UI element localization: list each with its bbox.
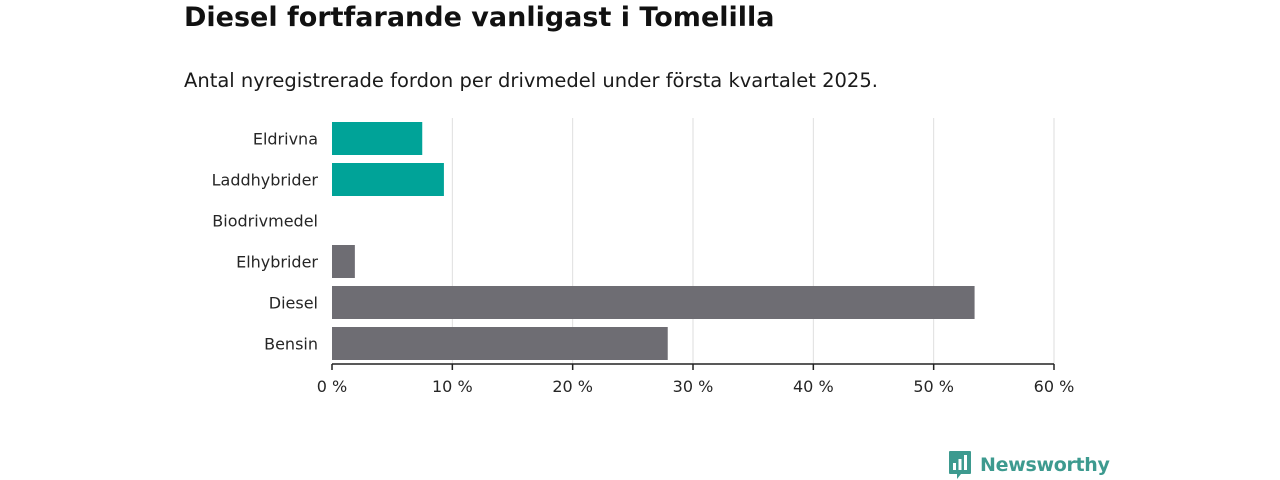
- bar-bensin: [332, 327, 668, 360]
- x-tick-label: 20 %: [552, 377, 593, 396]
- brand-logo: Newsworthy: [948, 450, 1110, 480]
- category-label: Biodrivmedel: [212, 212, 318, 231]
- bar-eldrivna: [332, 122, 423, 155]
- chart-subtitle: Antal nyregistrerade fordon per drivmede…: [184, 69, 878, 92]
- category-labels: Eldrivna Laddhybrider Biodrivmedel Elhybrid…: [212, 130, 319, 354]
- category-label: Elhybrider: [236, 253, 318, 272]
- x-tick-label: 30 %: [673, 377, 714, 396]
- x-tick-label: 40 %: [793, 377, 834, 396]
- bar-elhybrider: [332, 245, 355, 278]
- x-axis: 0 % 10 % 20 % 30 % 40 % 50 % 60 %: [317, 363, 1075, 396]
- category-label: Diesel: [269, 294, 318, 313]
- x-tick-label: 0 %: [317, 377, 347, 396]
- x-tick-label: 60 %: [1034, 377, 1075, 396]
- bar-diesel: [332, 286, 975, 319]
- category-label: Bensin: [264, 335, 318, 354]
- bar-laddhybrider: [332, 163, 444, 196]
- category-label: Laddhybrider: [212, 171, 319, 190]
- newsworthy-logo-icon: [949, 451, 971, 479]
- gridlines: [451, 118, 1055, 364]
- x-tick-label: 10 %: [432, 377, 473, 396]
- bars: [332, 122, 975, 360]
- chart-title: Diesel fortfarande vanligast i Tomelilla: [184, 2, 775, 33]
- x-tick-label: 50 %: [913, 377, 954, 396]
- bar-chart: Eldrivna Laddhybrider Biodrivmedel Elhybrid…: [212, 118, 1075, 396]
- brand-name: Newsworthy: [980, 454, 1110, 476]
- category-label: Eldrivna: [253, 130, 318, 149]
